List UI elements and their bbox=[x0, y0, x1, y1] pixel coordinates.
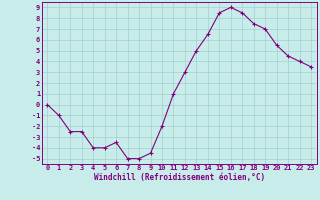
X-axis label: Windchill (Refroidissement éolien,°C): Windchill (Refroidissement éolien,°C) bbox=[94, 173, 265, 182]
